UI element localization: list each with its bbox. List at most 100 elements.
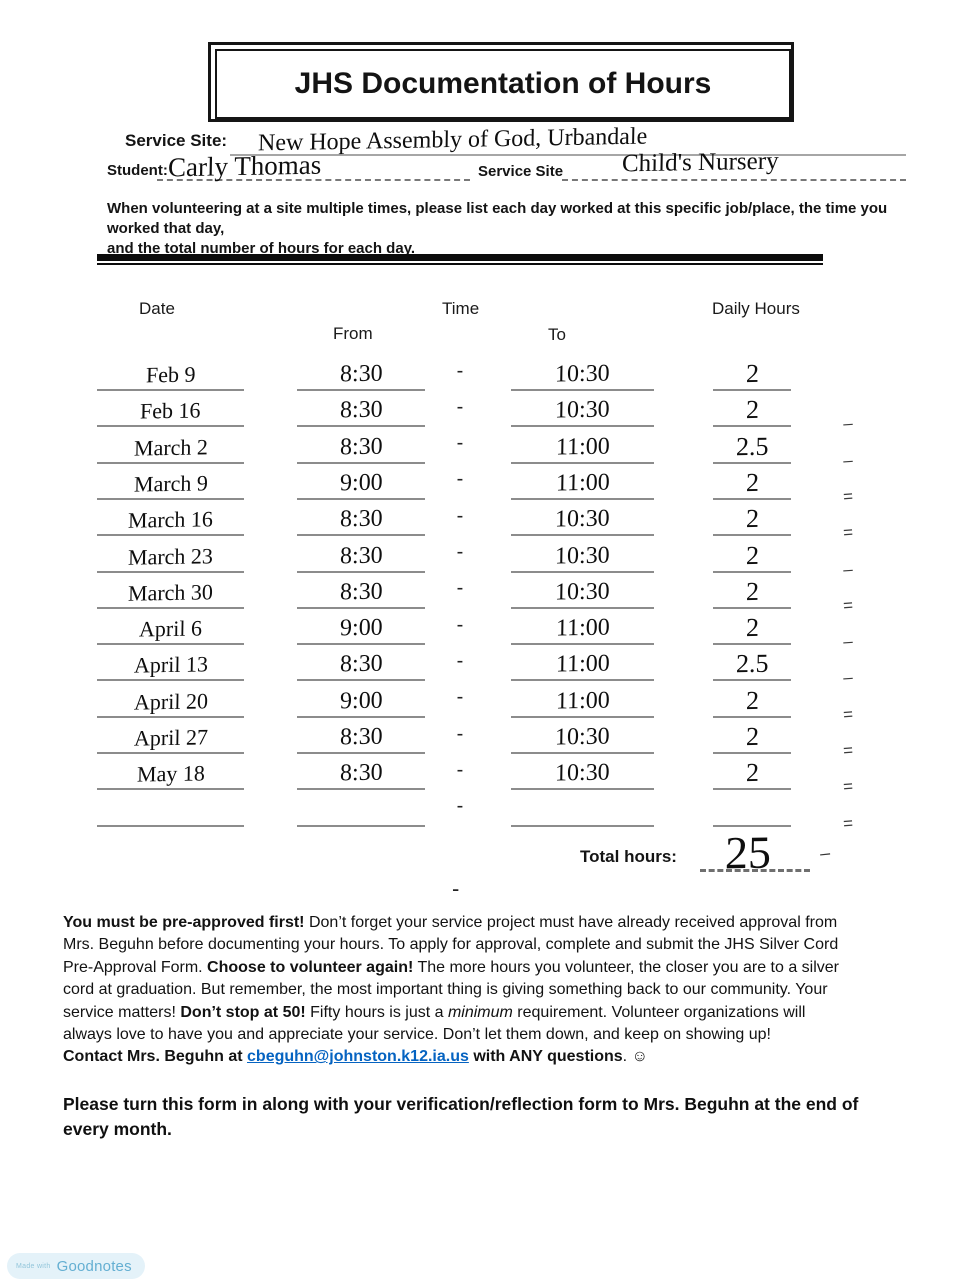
form-title: JHS Documentation of Hours [294, 67, 712, 100]
total-hours-label: Total hours: [580, 847, 677, 866]
column-header-to: To [548, 325, 566, 344]
goodnotes-badge[interactable]: Made with Goodnotes [7, 1253, 145, 1279]
stray-mark: = [842, 813, 853, 833]
row-range-separator: - [456, 468, 464, 491]
stray-mark: – [842, 668, 853, 688]
stray-mark: – [842, 450, 853, 470]
row-date-cell: April 6 [97, 607, 244, 646]
row-date-cell: March 23 [97, 535, 244, 573]
stray-mark: = [842, 522, 853, 543]
column-header-from: From [333, 324, 373, 343]
row-date-cell: Feb 9 [97, 353, 244, 391]
body-text-segment: Choose to volunteer again! [207, 958, 414, 976]
row-hours-cell: 2 [713, 752, 791, 791]
row-from-cell: 8:30 [297, 353, 425, 391]
row-date-cell: March 2 [97, 426, 244, 464]
stray-mark: = [842, 595, 853, 616]
row-hours-cell: 2.5 [713, 643, 791, 682]
row-date-cell: Feb 16 [97, 389, 244, 428]
row-date-cell: April 20 [97, 680, 244, 718]
row-to-cell: 11:00 [511, 680, 654, 718]
row-from-cell: 8:30 [297, 752, 425, 791]
row-date-cell: March 9 [97, 462, 244, 500]
body-text-segment: Contact Mrs. Beguhn at [63, 1048, 248, 1066]
row-to-cell: 11:00 [511, 462, 654, 500]
row-range-separator: - [456, 395, 464, 418]
row-from-cell: 8:30 [297, 535, 425, 573]
body-text-segment: always love to have you and appreciate y… [63, 1026, 771, 1044]
row-hours-cell: 2 [713, 353, 791, 391]
body-text-segment: Don’t stop at 50! [180, 1003, 306, 1021]
row-from-cell: 9:00 [297, 607, 425, 646]
column-header-time: Time [442, 299, 480, 318]
row-range-separator: - [456, 758, 464, 781]
row-range-separator: - [456, 577, 464, 600]
row-date-cell [97, 789, 244, 827]
row-date-cell: March 16 [97, 498, 244, 537]
row-date-cell: April 13 [97, 643, 244, 682]
body-text-segment: Fifty hours is just a [305, 1003, 448, 1021]
service-site-line [230, 128, 906, 156]
row-hours-cell [713, 789, 791, 827]
row-range-separator: - [456, 686, 464, 709]
row-to-cell: 10:30 [511, 571, 654, 609]
body-text-segment: cord at graduation. But remember, the mo… [63, 981, 828, 999]
stray-mark: – [842, 631, 853, 652]
row-hours-cell: 2 [713, 716, 791, 754]
row-from-cell: 8:30 [297, 498, 425, 537]
form-title-box: JHS Documentation of Hours [208, 42, 794, 122]
body-text-segment: You must be pre-approved first! [63, 914, 305, 931]
row-hours-cell: 2 [713, 607, 791, 646]
row-from-cell: 8:30 [297, 716, 425, 754]
row-from-cell: 8:30 [297, 389, 425, 428]
body-text-segment: with ANY questions [468, 1048, 623, 1066]
row-to-cell: 10:30 [511, 498, 654, 537]
closing-paragraph: Please turn this form in along with your… [63, 1094, 859, 1139]
stray-mark: = [842, 776, 853, 797]
stray-mark: = [842, 486, 853, 507]
row-to-cell: 10:30 [511, 353, 654, 391]
row-to-cell: 11:00 [511, 607, 654, 646]
total-hours-line [700, 840, 810, 872]
row-hours-cell: 2 [713, 535, 791, 573]
made-with-label: Made with [16, 1262, 51, 1270]
stray-mark: – [818, 842, 831, 864]
table-top-border [97, 254, 823, 265]
row-to-cell: 11:00 [511, 426, 654, 464]
row-from-cell: 9:00 [297, 462, 425, 500]
row-to-cell: 10:30 [511, 535, 654, 573]
row-date-cell: May 18 [97, 752, 244, 791]
student-line [157, 152, 470, 181]
row-hours-cell: 2 [713, 498, 791, 537]
row-date-cell: March 30 [97, 571, 244, 609]
total-hours-value-handwritten: 25 [724, 826, 772, 879]
row-from-cell: 8:30 [297, 571, 425, 609]
stray-mark: = [842, 704, 853, 724]
email-link[interactable]: cbeguhn@johnston.k12.ia.us [247, 1048, 469, 1066]
stray-mark: – [842, 559, 853, 579]
service-site-inline-value-handwritten: Child's Nursery [621, 147, 779, 178]
service-site-inline-label: Service Site [478, 163, 564, 180]
body-text-segment: . ☺ [622, 1048, 648, 1066]
row-to-cell [511, 789, 654, 827]
row-range-separator: - [456, 541, 464, 563]
body-text-segment: Mrs. Beguhn before documenting your hour… [63, 936, 839, 954]
row-hours-cell: 2 [713, 571, 791, 609]
row-to-cell: 10:30 [511, 389, 654, 428]
body-text-segment: service matters! [63, 1003, 181, 1021]
row-hours-cell: 2 [713, 462, 791, 500]
goodnotes-logo-text: Goodnotes [56, 1257, 132, 1275]
service-site-inline-line [562, 152, 906, 181]
instructions-text: When volunteering at a site multiple tim… [107, 200, 888, 257]
row-to-cell: 11:00 [511, 643, 654, 682]
row-range-separator: - [456, 504, 464, 527]
column-header-date: Date [139, 299, 175, 318]
form-title-inner-border: JHS Documentation of Hours [215, 49, 791, 119]
row-from-cell: 8:30 [297, 426, 425, 464]
body-text-segment: Pre-Approval Form. [63, 958, 208, 976]
stray-mark: – [842, 414, 853, 434]
row-range-separator: - [456, 795, 464, 818]
service-site-label: Service Site: [125, 131, 228, 150]
row-range-separator: - [456, 613, 464, 636]
